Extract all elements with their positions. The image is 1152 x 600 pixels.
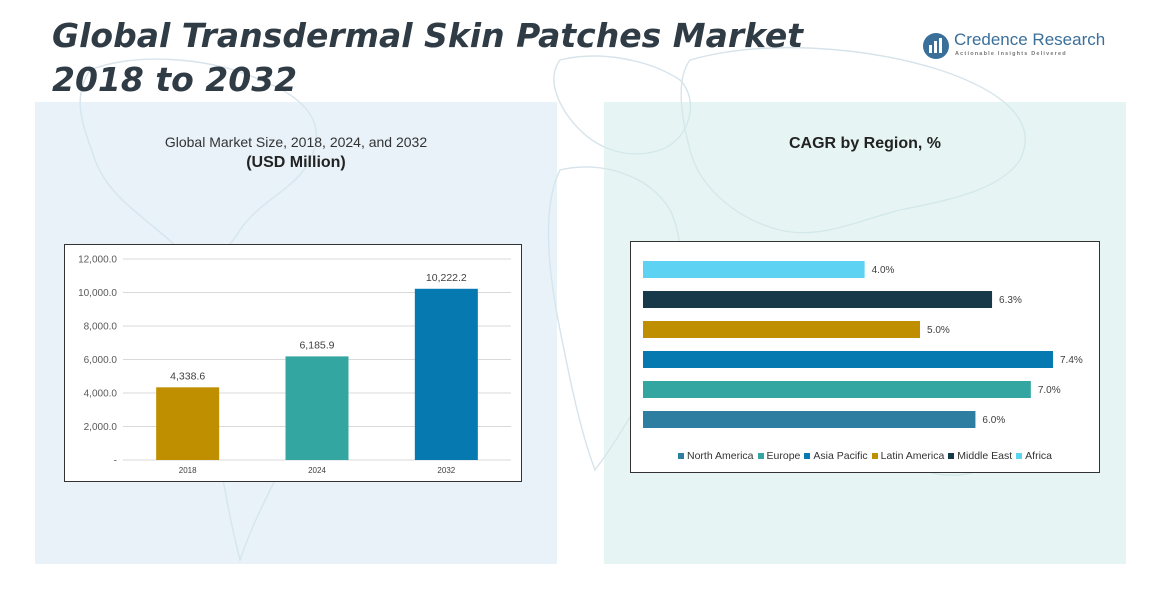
legend-swatch <box>1016 453 1023 460</box>
legend-item: Asia Pacific <box>804 450 868 462</box>
legend-label: Africa <box>1025 450 1052 462</box>
market-size-chart-subtitle: (USD Million) <box>246 154 346 171</box>
legend-label: Europe <box>766 450 801 462</box>
cagr-bar-chart: 6.0% 7.0% 7.4% 5.0% 6.3% 4.0% <box>643 261 1083 428</box>
cagr-chart-title: CAGR by Region, % <box>788 135 941 152</box>
company-logo: Credence Research Actionable Insights De… <box>922 30 1112 62</box>
cagr-value-label: 4.0% <box>872 265 895 276</box>
legend-swatch <box>757 453 764 460</box>
y-tick-label: 8,000.0 <box>84 322 118 333</box>
x-tick-label: 2018 <box>179 466 197 475</box>
cagr-value-label: 6.3% <box>999 295 1022 306</box>
bar-chart-logo-icon <box>923 33 949 59</box>
market-size-plot-area: - 2,000.0 4,000.0 6,000.0 8,000.0 10,000.0 12,… <box>64 244 522 482</box>
y-tick-label: - <box>114 456 117 467</box>
cagr-legend: North America Europe Asia Pacific Latin Ame… <box>631 450 1099 462</box>
cagr-bar-africa <box>643 261 865 278</box>
logo-name: Credence Research <box>954 30 1106 49</box>
y-tick-label: 4,000.0 <box>84 389 118 400</box>
cagr-value-label: 6.0% <box>982 415 1005 426</box>
cagr-panel: CAGR by Region, % 6.0% 7.0% 7.4% 5.0% 6.3% 4.… <box>604 102 1126 564</box>
bar-value-label: 6,185.9 <box>299 339 334 351</box>
legend-item: North America <box>678 450 754 462</box>
cagr-value-label: 5.0% <box>927 325 950 336</box>
market-size-bar-chart: - 2,000.0 4,000.0 6,000.0 8,000.0 10,000.0 12,… <box>78 255 511 475</box>
market-size-panel: Global Market Size, 2018, 2024, and 2032… <box>35 102 557 564</box>
legend-label: Latin America <box>880 450 945 462</box>
legend-swatch <box>678 453 684 460</box>
cagr-bar-asia-pacific <box>643 351 1053 368</box>
legend-swatch <box>804 453 811 460</box>
legend-swatch <box>871 453 878 460</box>
cagr-bar-north-america <box>643 411 976 428</box>
cagr-bar-middle-east <box>643 291 993 308</box>
x-tick-label: 2032 <box>437 466 455 475</box>
bar-value-label: 4,338.6 <box>170 370 205 382</box>
legend-item: Latin America <box>871 450 945 462</box>
y-tick-label: 10,000.0 <box>78 288 117 299</box>
legend-label: Asia Pacific <box>813 450 868 462</box>
bar-2032 <box>414 288 478 460</box>
logo-tagline: Actionable Insights Delivered <box>955 51 1067 57</box>
legend-label: Middle East <box>957 450 1013 462</box>
legend-item: Middle East <box>948 450 1012 462</box>
market-size-chart-title: Global Market Size, 2018, 2024, and 2032 <box>164 134 428 150</box>
y-tick-label: 2,000.0 <box>84 422 118 433</box>
cagr-value-label: 7.0% <box>1038 385 1061 396</box>
legend-label: North America <box>687 450 754 462</box>
bar-2024 <box>285 356 349 460</box>
y-tick-label: 6,000.0 <box>84 355 118 366</box>
legend-swatch <box>948 453 955 460</box>
cagr-value-label: 7.4% <box>1060 355 1083 366</box>
x-tick-label: 2024 <box>308 466 326 475</box>
page-title: Global Transdermal Skin Patches Market 2… <box>52 16 804 99</box>
legend-item: Europe <box>757 450 801 462</box>
cagr-bar-europe <box>643 381 1031 398</box>
cagr-plot-area: 6.0% 7.0% 7.4% 5.0% 6.3% 4.0% North America Eu… <box>630 241 1100 473</box>
bar-2018 <box>156 387 220 460</box>
bar-value-label: 10,222.2 <box>426 272 467 284</box>
y-tick-label: 12,000.0 <box>78 255 117 266</box>
legend-item: Africa <box>1016 450 1052 462</box>
cagr-bar-latin-america <box>643 321 921 338</box>
